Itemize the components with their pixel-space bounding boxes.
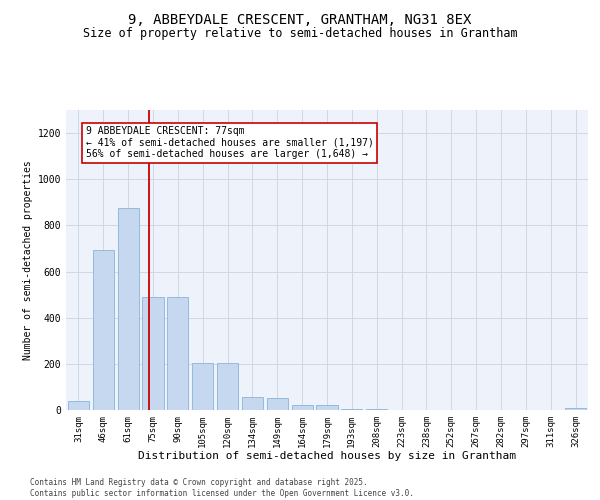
Bar xyxy=(68,401,89,410)
Bar xyxy=(217,362,238,410)
Text: Contains HM Land Registry data © Crown copyright and database right 2025.
Contai: Contains HM Land Registry data © Crown c… xyxy=(30,478,414,498)
Bar xyxy=(565,408,586,410)
X-axis label: Distribution of semi-detached houses by size in Grantham: Distribution of semi-detached houses by … xyxy=(138,452,516,462)
Text: 9, ABBEYDALE CRESCENT, GRANTHAM, NG31 8EX: 9, ABBEYDALE CRESCENT, GRANTHAM, NG31 8E… xyxy=(128,12,472,26)
Bar xyxy=(142,297,164,410)
Bar xyxy=(341,409,362,410)
Bar xyxy=(93,250,114,410)
Bar xyxy=(242,398,263,410)
Bar xyxy=(292,406,313,410)
Bar xyxy=(267,398,288,410)
Bar xyxy=(118,208,139,410)
Text: Size of property relative to semi-detached houses in Grantham: Size of property relative to semi-detach… xyxy=(83,28,517,40)
Bar xyxy=(192,362,213,410)
Text: 9 ABBEYDALE CRESCENT: 77sqm
← 41% of semi-detached houses are smaller (1,197)
56: 9 ABBEYDALE CRESCENT: 77sqm ← 41% of sem… xyxy=(86,126,374,160)
Y-axis label: Number of semi-detached properties: Number of semi-detached properties xyxy=(23,160,34,360)
Bar xyxy=(316,406,338,410)
Bar xyxy=(366,409,387,410)
Bar xyxy=(167,297,188,410)
